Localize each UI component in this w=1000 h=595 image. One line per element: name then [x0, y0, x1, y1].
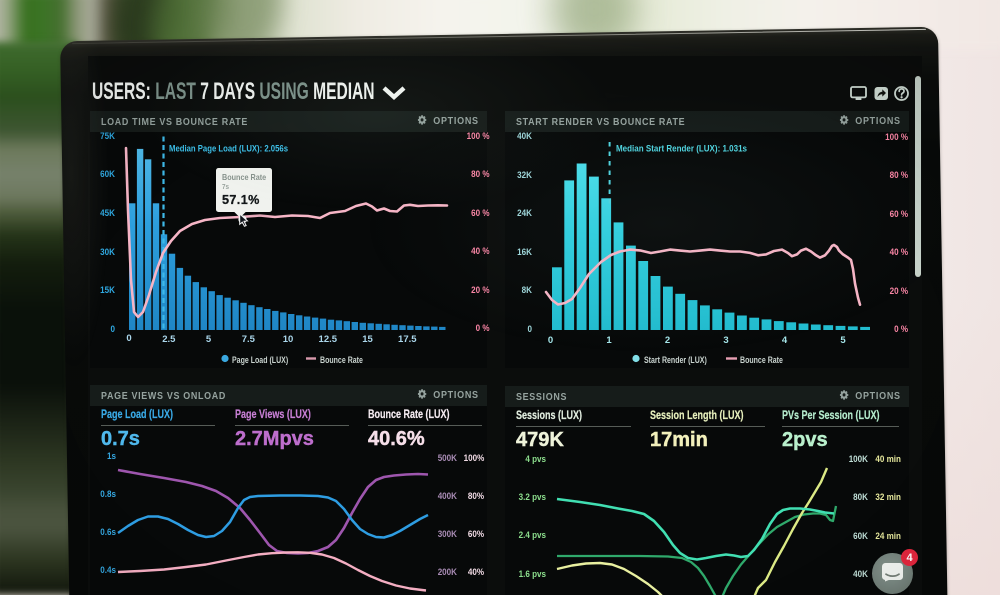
svg-text:5: 5 [206, 334, 212, 345]
svg-text:0: 0 [548, 335, 553, 346]
svg-text:12.5: 12.5 [319, 334, 338, 345]
svg-text:15: 15 [362, 334, 373, 345]
svg-text:7.5: 7.5 [242, 334, 256, 345]
svg-text:Median Page Load (LUX): 2.056s: Median Page Load (LUX): 2.056s [169, 144, 288, 155]
svg-text:0: 0 [126, 333, 131, 344]
svg-text:3: 3 [723, 335, 728, 346]
svg-text:2: 2 [665, 335, 670, 346]
svg-text:10: 10 [283, 334, 294, 345]
svg-text:1: 1 [606, 335, 612, 346]
svg-text:2.5: 2.5 [162, 334, 176, 345]
svg-text:Median Start Render (LUX): 1.0: Median Start Render (LUX): 1.031s [616, 144, 747, 155]
svg-text:5: 5 [840, 335, 846, 346]
svg-text:17.5: 17.5 [398, 334, 417, 345]
svg-text:4: 4 [782, 335, 788, 346]
